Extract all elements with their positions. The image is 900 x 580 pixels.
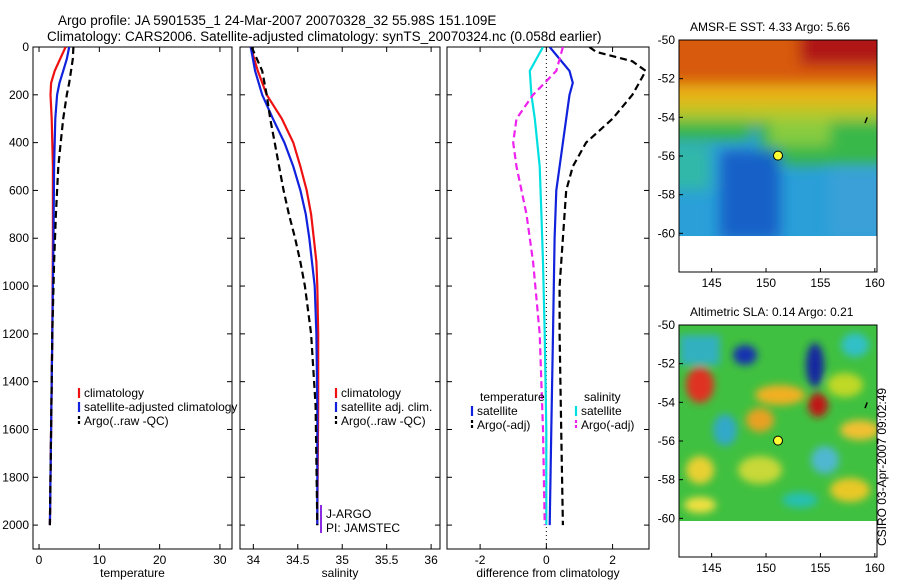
sst-heatmap bbox=[679, 40, 877, 272]
sla-heatmap bbox=[679, 325, 877, 557]
difference-legend-label: Argo(-adj) bbox=[581, 418, 634, 432]
sst_map-ytick-label: -54 bbox=[658, 110, 676, 124]
temperature-ytick-label: 1600 bbox=[2, 422, 29, 436]
temperature-xtick-label: 20 bbox=[153, 553, 167, 567]
sla_map-ytick-label: -52 bbox=[658, 357, 676, 371]
sst_map-ytick-label: -58 bbox=[658, 188, 676, 202]
temperature-series-line bbox=[48, 47, 75, 526]
temperature-ytick-label: 1400 bbox=[2, 375, 29, 389]
sla_map-xtick-label: 145 bbox=[702, 561, 722, 575]
figure-title-line-2: Climatology: CARS2006. Satellite-adjuste… bbox=[47, 29, 602, 44]
sst_map-xtick-label: 155 bbox=[810, 276, 830, 290]
sla_map-xtick-label: 160 bbox=[865, 561, 885, 575]
sst_map-ytick-label: -60 bbox=[658, 226, 676, 240]
sst_map-ytick-label: -56 bbox=[658, 149, 676, 163]
sla_map-ytick-label: -50 bbox=[658, 318, 676, 332]
temperature-ytick-label: 400 bbox=[9, 136, 29, 150]
temperature-xtick-label: 10 bbox=[93, 553, 107, 567]
sla_map-ytick-label: -56 bbox=[658, 434, 676, 448]
difference-legend-heading: temperature bbox=[480, 390, 545, 404]
sst_map-xtick-label: 160 bbox=[865, 276, 885, 290]
difference-xtick-label: -2 bbox=[475, 553, 486, 567]
salinity-legend-label: Argo(..raw -QC) bbox=[341, 414, 426, 428]
salinity-series-line bbox=[249, 47, 319, 526]
sla_map-ytick-label: -60 bbox=[658, 511, 676, 525]
difference-legend-heading: salinity bbox=[584, 390, 621, 404]
temperature-ytick-label: 200 bbox=[9, 88, 29, 102]
salinity-series-line bbox=[249, 47, 320, 526]
temperature-legend-label: climatology bbox=[84, 386, 144, 400]
difference-series-line bbox=[528, 47, 548, 526]
temperature-axes-frame bbox=[32, 46, 233, 550]
salinity-series-group bbox=[249, 47, 320, 526]
temperature-ytick-label: 1200 bbox=[2, 327, 29, 341]
salinity-annotation: PI: JAMSTEC bbox=[326, 521, 400, 535]
sst_map-float-marker bbox=[773, 150, 783, 161]
sst-map-title: AMSR-E SST: 4.33 Argo: 5.66 bbox=[690, 20, 851, 34]
sst_map-xtick-label: 150 bbox=[756, 276, 776, 290]
difference-axes-frame bbox=[446, 46, 650, 550]
temperature-ytick-label: 600 bbox=[9, 183, 29, 197]
temperature-ytick-label: 1800 bbox=[2, 470, 29, 484]
difference-series-line bbox=[558, 47, 648, 526]
sla_map-ytick-label: -58 bbox=[658, 473, 676, 487]
sst_map-ytick-label: -52 bbox=[658, 72, 676, 86]
sla_map-float-marker bbox=[773, 435, 783, 446]
difference-xtick-label: 0 bbox=[543, 553, 550, 567]
difference-legend-label: satellite bbox=[581, 404, 622, 418]
difference-series-group bbox=[512, 47, 648, 549]
sla_map-track-mark bbox=[864, 402, 868, 409]
temperature-xtick-label: 0 bbox=[36, 553, 43, 567]
sla_map-xtick-label: 150 bbox=[756, 561, 776, 575]
temperature-legend-label: satellite-adjusted climatology bbox=[84, 400, 237, 414]
salinity-legend-label: climatology bbox=[341, 386, 401, 400]
temperature-ytick-label: 1000 bbox=[2, 279, 29, 293]
difference-series-line bbox=[548, 47, 574, 526]
salinity-xtick-label: 34.5 bbox=[286, 553, 310, 567]
sst_map-xtick-label: 145 bbox=[702, 276, 722, 290]
salinity-legend-label: satellite adj. clim. bbox=[341, 400, 432, 414]
sla_map-xtick-label: 155 bbox=[810, 561, 830, 575]
salinity-annotation: J-ARGO bbox=[326, 507, 371, 521]
sst_map-ytick-label: -50 bbox=[658, 33, 676, 47]
difference-legend-label: satellite bbox=[477, 404, 518, 418]
difference-series-line bbox=[512, 47, 564, 526]
temperature-xlabel: temperature bbox=[100, 566, 165, 580]
temperature-ytick-label: 800 bbox=[9, 231, 29, 245]
difference-xlabel: difference from climatology bbox=[476, 566, 619, 580]
temperature-ytick-label: 2000 bbox=[2, 518, 29, 532]
sst_map-track-mark bbox=[864, 117, 868, 124]
difference-xtick-label: 2 bbox=[609, 553, 616, 567]
temperature-legend-label: Argo(..raw -QC) bbox=[84, 414, 169, 428]
sla-map-title: Altimetric SLA: 0.14 Argo: 0.21 bbox=[690, 305, 854, 319]
salinity-xtick-label: 35.5 bbox=[375, 553, 399, 567]
figure-title-line-1: Argo profile: JA 5901535_1 24-Mar-2007 2… bbox=[58, 13, 497, 28]
temperature-series-group bbox=[48, 47, 75, 526]
difference-legend-label: Argo(-adj) bbox=[477, 418, 530, 432]
salinity-series-line bbox=[250, 47, 319, 526]
salinity-xtick-label: 36 bbox=[424, 553, 438, 567]
salinity-xlabel: salinity bbox=[322, 566, 359, 580]
salinity-xtick-label: 34 bbox=[247, 553, 261, 567]
salinity-xtick-label: 35 bbox=[336, 553, 350, 567]
temperature-ytick-label: 0 bbox=[22, 40, 29, 54]
sla_map-ytick-label: -54 bbox=[658, 395, 676, 409]
salinity-axes-frame bbox=[239, 46, 441, 550]
temperature-xtick-label: 30 bbox=[213, 553, 227, 567]
